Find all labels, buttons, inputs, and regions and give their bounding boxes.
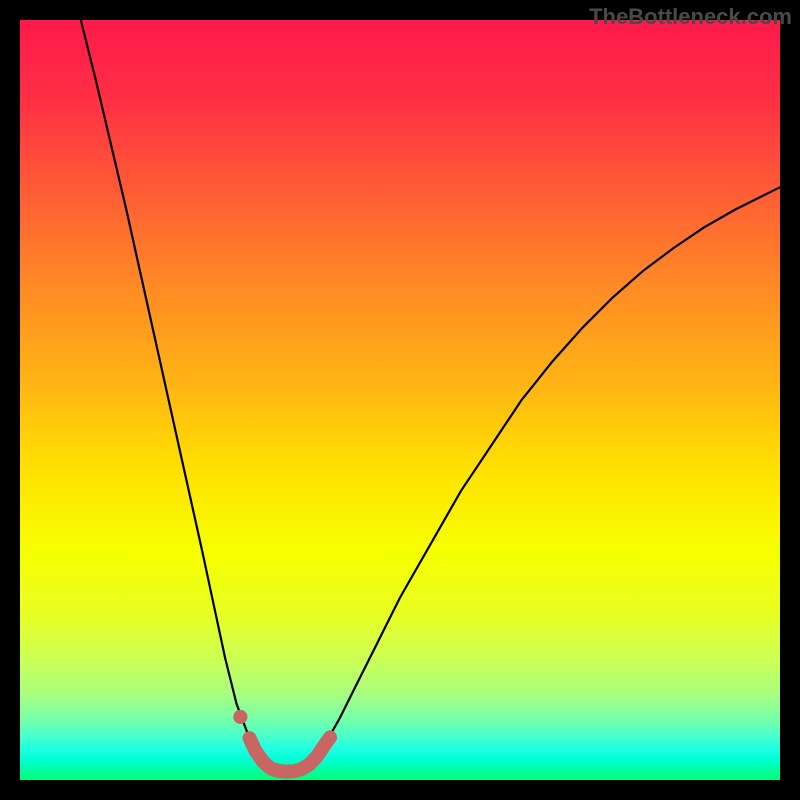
chart-background [20, 20, 780, 780]
bottleneck-chart [0, 0, 800, 800]
watermark-label: TheBottleneck.com [589, 4, 792, 30]
chart-frame: TheBottleneck.com [0, 0, 800, 800]
